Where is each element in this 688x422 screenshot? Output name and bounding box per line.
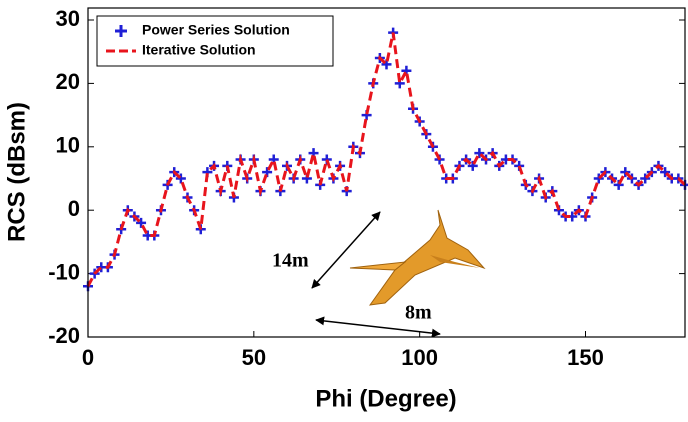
annotation: 8m — [405, 302, 432, 324]
x-tick-label: 150 — [567, 345, 604, 370]
aircraft — [349, 209, 486, 306]
series-marker — [613, 179, 624, 190]
series-marker — [620, 167, 631, 178]
x-tick-label: 0 — [82, 345, 94, 370]
legend-label: Iterative Solution — [142, 42, 256, 58]
x-tick-label: 100 — [401, 345, 438, 370]
series-marker — [474, 148, 485, 159]
series-marker — [136, 217, 147, 228]
y-tick-label: -10 — [48, 259, 80, 284]
legend-label: Power Series Solution — [142, 22, 290, 38]
x-axis-label: Phi (Degree) — [315, 385, 456, 412]
x-tick-label: 50 — [242, 345, 266, 370]
arrow — [315, 316, 441, 338]
series-marker — [467, 160, 478, 171]
series-marker — [640, 173, 651, 184]
y-tick-label: 20 — [56, 69, 80, 94]
legend-marker — [115, 25, 127, 37]
y-axis-label: RCS (dBsm) — [3, 102, 30, 242]
legend: Power Series Solution Iterative Solution — [96, 15, 334, 67]
arrow — [311, 211, 381, 289]
series-line — [86, 32, 687, 287]
y-tick-label: -20 — [48, 323, 80, 348]
series-marker — [593, 173, 604, 184]
y-tick-label: 0 — [68, 196, 80, 221]
annotation: 14m — [272, 250, 309, 272]
y-tick-label: 10 — [56, 133, 80, 158]
y-tick-label: 30 — [56, 6, 80, 31]
series-marker — [660, 167, 671, 178]
series-marker — [175, 173, 186, 184]
